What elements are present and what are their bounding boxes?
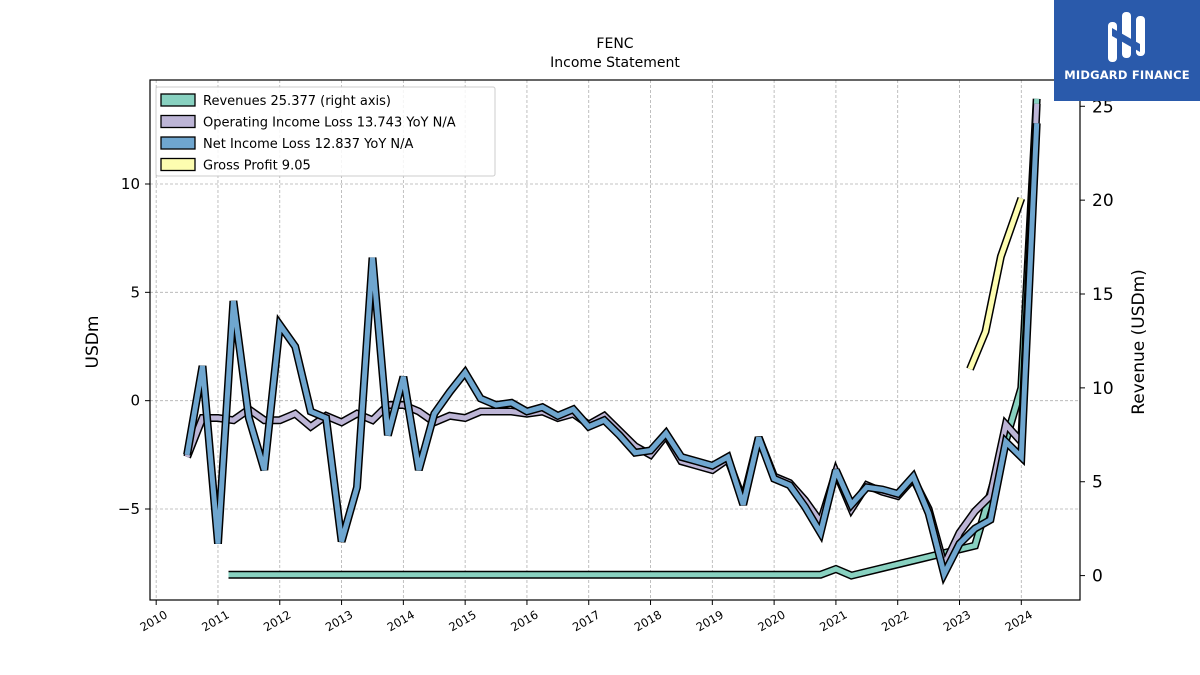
legend-box: [155, 86, 496, 177]
x-tick-label: 2010: [137, 607, 169, 634]
series-line: [967, 197, 1024, 371]
y-tick-label: −5: [118, 500, 140, 518]
midgard-logo-icon: [1108, 12, 1145, 62]
legend-swatch: [160, 136, 196, 150]
y-right-tick-label: 25: [1092, 97, 1114, 117]
x-tick-label: 2013: [323, 607, 355, 634]
x-tick-label: 2024: [1003, 607, 1035, 634]
y-right-tick-label: 0: [1092, 567, 1103, 587]
x-tick-label: 2019: [694, 607, 726, 634]
legend-label: Operating Income Loss 13.743 YoY N/A: [203, 116, 456, 131]
y-right-tick-label: 10: [1092, 379, 1114, 399]
x-tick-label: 2022: [879, 607, 911, 634]
legend-swatch: [160, 93, 196, 107]
legend-label: Net Income Loss 12.837 YoY N/A: [203, 137, 414, 152]
series-line: [184, 123, 1040, 582]
y-axis-label: USDm: [83, 316, 103, 369]
x-tick-label: 2021: [817, 607, 849, 634]
y-tick-label: 10: [121, 175, 140, 193]
brand-logo: MIDGARD FINANCE: [1054, 0, 1200, 101]
series-outline: [183, 123, 1041, 586]
y-tick-label: 5: [130, 283, 140, 301]
y-tick-label: 0: [130, 392, 140, 410]
x-tick-label: 2011: [199, 607, 231, 634]
y-right-tick-label: 20: [1092, 191, 1114, 211]
y-right-tick-label: 5: [1092, 473, 1103, 493]
legend: Revenues 25.377 (right axis) Operating In…: [155, 86, 496, 177]
x-tick-label: 2023: [941, 607, 973, 634]
legend-swatch: [160, 157, 196, 172]
plot-frame: [149, 79, 1081, 601]
legend-label: Gross Profit 9.05: [203, 159, 311, 174]
x-tick-label: 2012: [261, 607, 293, 634]
x-tick-label: 2016: [508, 607, 540, 634]
series-net-income-loss: [183, 123, 1041, 586]
y-right-tick-label: 15: [1092, 285, 1114, 305]
chart-title: FENC: [596, 36, 633, 52]
x-tick-label: 2015: [446, 607, 478, 634]
x-tick-label: 2018: [632, 607, 664, 634]
series-gross-profit: [966, 196, 1026, 371]
x-tick-label: 2020: [755, 607, 787, 634]
legend-swatch: [160, 114, 196, 129]
y-axis-right-label: Revenue (USDm): [1129, 269, 1149, 415]
legend-label: Revenues 25.377 (right axis): [203, 94, 391, 109]
x-tick-label: 2017: [570, 607, 602, 634]
x-tick-label: 2014: [385, 607, 417, 634]
chart-subtitle: Income Statement: [550, 55, 680, 71]
brand-name: MIDGARD FINANCE: [1064, 68, 1190, 82]
series-layer: [183, 98, 1041, 586]
axes: 2010 2011 2012 2013 2014 2015 2016 2017 2018 2019…: [118, 97, 1114, 634]
